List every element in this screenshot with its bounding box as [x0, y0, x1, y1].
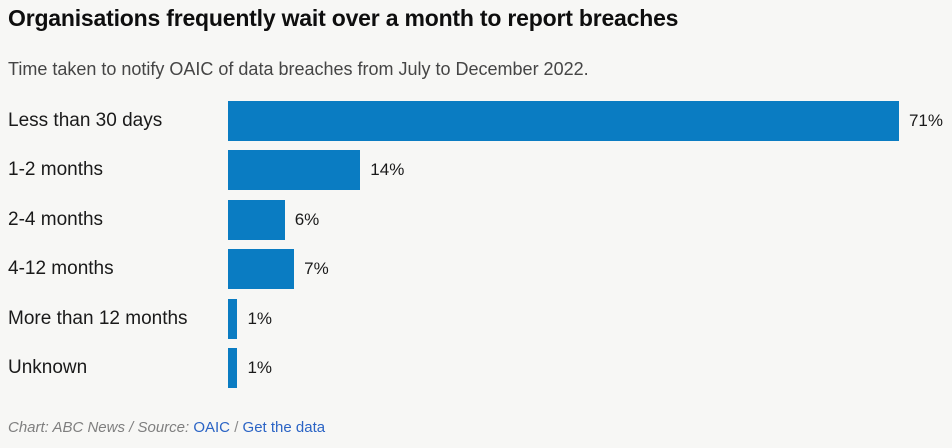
- bar-row: Less than 30 days 71%: [8, 96, 944, 146]
- value-label: 1%: [247, 358, 273, 378]
- bar-track: 14%: [228, 150, 944, 191]
- get-data-link[interactable]: Get the data: [242, 419, 326, 436]
- bar-track: 1%: [228, 348, 944, 389]
- value-label: 71%: [908, 110, 943, 130]
- bar-track: 1%: [228, 298, 944, 339]
- bar-track: 71%: [228, 100, 944, 141]
- chart-title: Organisations frequently wait over a mon…: [8, 5, 679, 31]
- category-label: Less than 30 days: [8, 109, 163, 131]
- bar: [228, 100, 899, 141]
- category-label: 2-4 months: [8, 208, 104, 230]
- bar-row: More than 12 months 1%: [8, 294, 944, 344]
- bar: [228, 348, 238, 389]
- bar-track: 7%: [228, 249, 944, 290]
- category-label: 1-2 months: [8, 159, 104, 181]
- bar-row: 2-4 months 6%: [8, 195, 944, 245]
- bar-row: 1-2 months 14%: [8, 146, 944, 196]
- value-label: 14%: [370, 160, 405, 180]
- bar: [228, 298, 238, 339]
- source-link[interactable]: OAIC: [193, 419, 231, 436]
- attribution: Chart: ABC News / Source: OAIC / Get the…: [8, 419, 944, 436]
- bar-chart: Less than 30 days 71% 1-2 months 14% 2-4…: [8, 96, 944, 393]
- value-label: 1%: [247, 308, 273, 328]
- attribution-text: Chart: ABC News / Source:: [8, 419, 190, 436]
- category-label: 4-12 months: [8, 258, 114, 280]
- category-label: Unknown: [8, 357, 88, 379]
- value-label: 7%: [304, 259, 329, 279]
- bar: [228, 150, 361, 191]
- value-label: 6%: [294, 209, 320, 229]
- bar-row: 4-12 months 7%: [8, 245, 944, 295]
- chart-subtitle: Time taken to notify OAIC of data breach…: [8, 59, 589, 79]
- bar-row: Unknown 1%: [8, 344, 944, 394]
- footer-separator: /: [234, 419, 239, 436]
- category-label: More than 12 months: [8, 307, 188, 329]
- bar-track: 6%: [228, 199, 944, 240]
- bar: [228, 249, 295, 290]
- bar: [228, 199, 285, 240]
